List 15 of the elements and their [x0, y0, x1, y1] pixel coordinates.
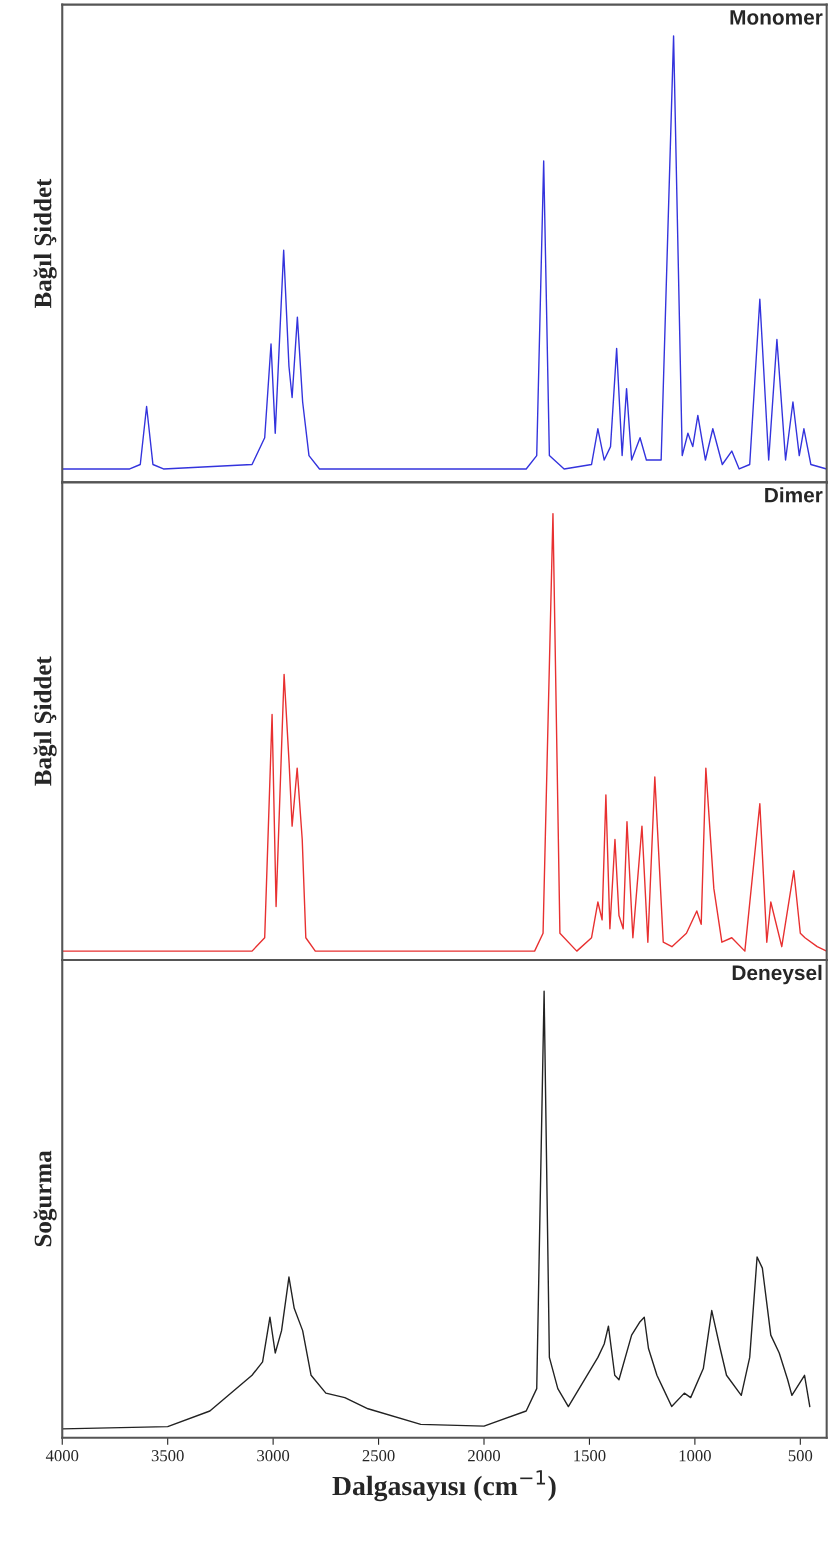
chart-title: Dimer [765, 487, 823, 503]
chart-title: Monomer [730, 10, 823, 25]
x-tick-label: 1000 [679, 1450, 711, 1462]
chart-title: Deneysel [732, 964, 822, 985]
y-axis-title: Bağıl Şiddet [33, 178, 57, 309]
x-tick-label: 2500 [362, 1450, 395, 1462]
x-tick-label: 3500 [151, 1450, 184, 1462]
x-tick-label: 500 [788, 1450, 813, 1462]
y-axis-title: Bağıl Şiddet [33, 656, 57, 786]
x-axis-title: Dalgasayısı (cm$^{−1}$) [332, 1470, 556, 1502]
x-tick-label: 2000 [468, 1450, 501, 1462]
x-tick-label: 4000 [45, 1450, 79, 1462]
x-tick-label: 1500 [574, 1450, 606, 1462]
x-tick-label: 3000 [257, 1450, 290, 1462]
y-axis-title: Soğurma [33, 1150, 57, 1247]
